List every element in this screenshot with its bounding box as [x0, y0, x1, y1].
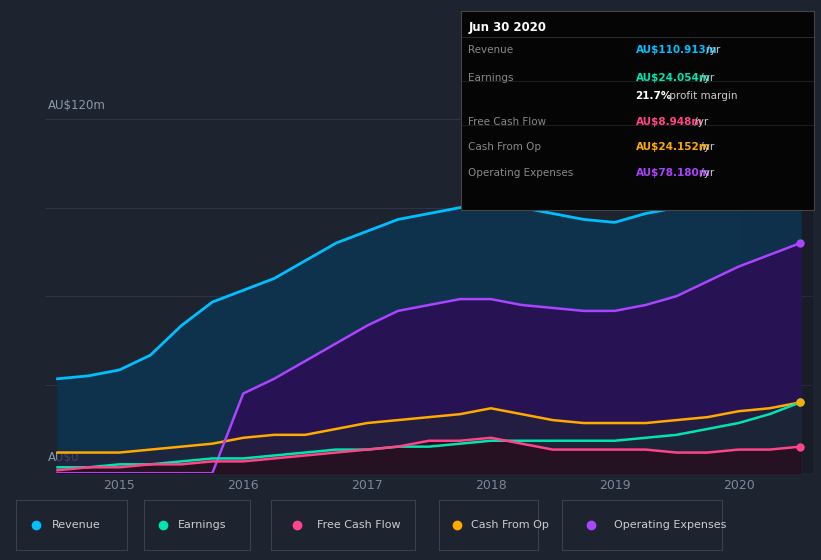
Text: AU$78.180m: AU$78.180m	[635, 168, 710, 178]
Text: /yr: /yr	[697, 73, 714, 83]
Text: AU$24.054m: AU$24.054m	[635, 73, 710, 83]
Text: /yr: /yr	[697, 168, 714, 178]
Text: AU$110.913m: AU$110.913m	[635, 45, 718, 55]
Text: Cash From Op: Cash From Op	[470, 520, 548, 530]
Text: Cash From Op: Cash From Op	[469, 142, 542, 152]
Text: AU$24.152m: AU$24.152m	[635, 142, 710, 152]
Text: AU$120m: AU$120m	[48, 99, 105, 112]
Text: AU$8.948m: AU$8.948m	[635, 116, 703, 127]
Text: AU$0: AU$0	[48, 451, 79, 464]
Text: Jun 30 2020: Jun 30 2020	[469, 21, 547, 34]
Text: Free Cash Flow: Free Cash Flow	[469, 116, 547, 127]
Text: /yr: /yr	[697, 142, 714, 152]
Text: /yr: /yr	[703, 45, 720, 55]
Text: Earnings: Earnings	[469, 73, 514, 83]
Text: profit margin: profit margin	[666, 91, 737, 101]
Text: Earnings: Earnings	[178, 520, 227, 530]
Text: /yr: /yr	[690, 116, 708, 127]
Text: Revenue: Revenue	[469, 45, 514, 55]
Bar	[739, 90, 813, 473]
Text: Free Cash Flow: Free Cash Flow	[317, 520, 401, 530]
Text: Operating Expenses: Operating Expenses	[613, 520, 726, 530]
Text: Operating Expenses: Operating Expenses	[469, 168, 574, 178]
Text: 21.7%: 21.7%	[635, 91, 672, 101]
Text: Revenue: Revenue	[52, 520, 101, 530]
